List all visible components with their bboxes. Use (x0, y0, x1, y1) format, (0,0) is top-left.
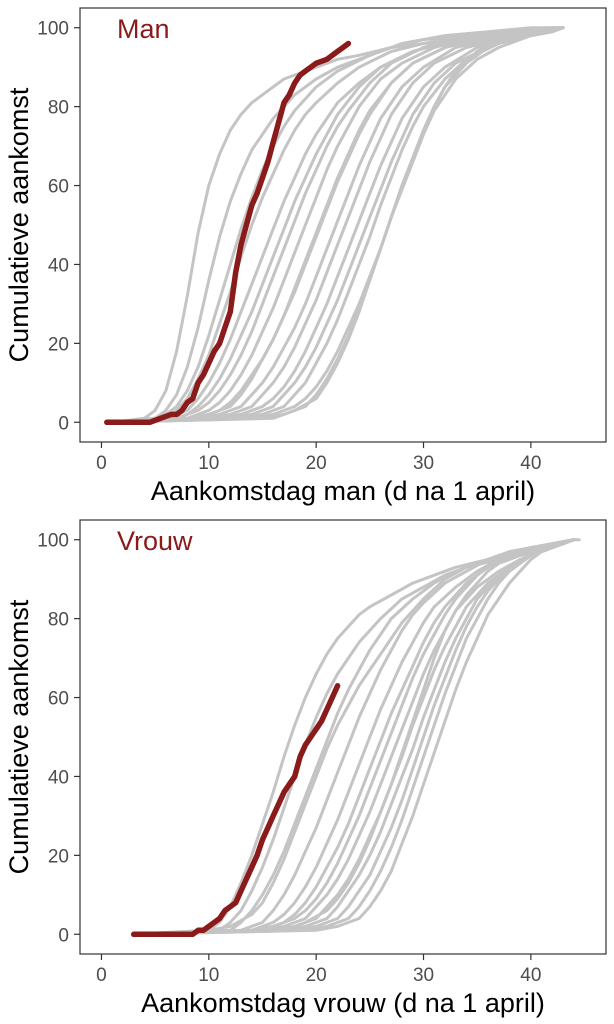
series-line-bg12 (110, 26, 565, 424)
y-tick-label: 60 (48, 689, 69, 710)
y-tick-label: 100 (37, 19, 69, 40)
series-line-bg14 (132, 538, 576, 936)
y-tick-label: 80 (48, 610, 69, 631)
x-axis-title: Aankomstdag vrouw (d na 1 april) (141, 988, 545, 1018)
y-tick-label: 0 (58, 413, 69, 434)
series-line-bg8 (110, 26, 565, 424)
x-ticks: 0 10 20 30 40 (96, 954, 541, 986)
highlight-series-group (130, 682, 341, 938)
series-line-bg10 (110, 26, 565, 424)
highlight-series-group (104, 40, 352, 426)
y-ticks: 0 20 40 60 80 100 (37, 19, 80, 434)
series-line-bg11 (110, 26, 565, 424)
plot-frame (79, 7, 607, 443)
x-ticks: 0 10 20 30 40 (96, 442, 541, 474)
chart-vrouw: 0 10 20 30 40 0 20 40 60 80 100 Vrouw Aankomstdag… (4, 519, 607, 1018)
series-line-bg1 (132, 538, 576, 936)
x-axis-title: Aankomstdag man (d na 1 april) (151, 476, 535, 506)
y-axis-title: Cumulatieve aankomst (4, 87, 34, 362)
y-axis-title: Cumulatieve aankomst (4, 599, 34, 874)
x-tick-label: 40 (520, 965, 541, 986)
y-tick-label: 40 (48, 255, 69, 276)
background-series-group (110, 26, 565, 424)
y-tick-label: 20 (48, 846, 69, 867)
series-line-bg13 (132, 538, 576, 936)
x-tick-label: 20 (306, 453, 327, 474)
x-tick-label: 40 (520, 453, 541, 474)
panel-label: Man (117, 14, 170, 44)
highlight-series-line (130, 682, 341, 938)
x-tick-label: 10 (198, 453, 219, 474)
x-tick-label: 30 (413, 965, 434, 986)
panel-man: 0 10 20 30 40 0 20 40 60 80 100 Man Aankomstdag m… (4, 7, 607, 506)
panel-label: Vrouw (117, 526, 193, 556)
y-ticks: 0 20 40 60 80 100 (37, 531, 80, 946)
x-tick-label: 20 (306, 965, 327, 986)
series-line-bg15 (132, 538, 576, 936)
x-tick-label: 0 (96, 453, 107, 474)
series-line-bg12 (132, 538, 581, 936)
y-tick-label: 0 (58, 925, 69, 946)
y-tick-label: 80 (48, 98, 69, 119)
series-line-bg11 (132, 538, 576, 936)
y-tick-label: 40 (48, 767, 69, 788)
series-line-bg18 (110, 26, 565, 424)
series-line-bg13 (110, 26, 565, 424)
chart-man: 0 10 20 30 40 0 20 40 60 80 100 Man Aankomstdag m… (4, 7, 607, 506)
series-line-bg7 (132, 538, 576, 936)
x-tick-label: 10 (198, 965, 219, 986)
background-series-group (132, 538, 581, 936)
highlight-series-line (104, 40, 352, 426)
plot-frame (79, 519, 607, 955)
series-line-bg7 (110, 26, 565, 424)
y-tick-label: 100 (37, 531, 69, 552)
x-tick-label: 30 (413, 453, 434, 474)
panel-vrouw: 0 10 20 30 40 0 20 40 60 80 100 Vrouw Aankomstdag… (0, 512, 614, 1024)
x-tick-label: 0 (96, 965, 107, 986)
y-tick-label: 20 (48, 334, 69, 355)
y-tick-label: 60 (48, 177, 69, 198)
